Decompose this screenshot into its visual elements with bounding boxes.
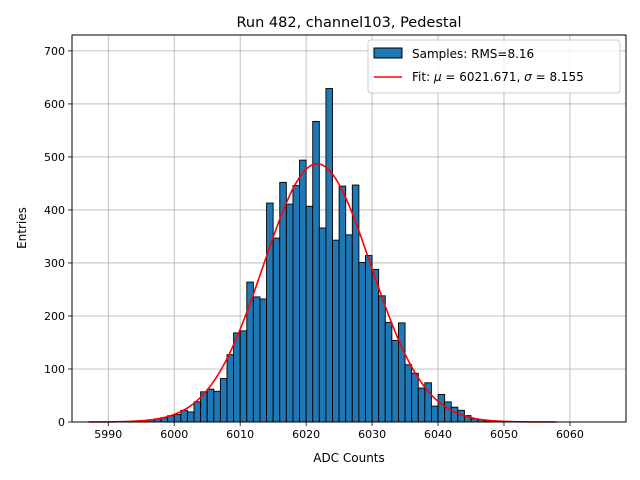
histogram-bar <box>252 296 261 423</box>
histogram-bar <box>437 393 446 423</box>
legend-sigma-symbol: σ <box>524 70 532 84</box>
histogram-bar <box>430 405 439 423</box>
histogram-bar <box>450 406 459 423</box>
y-tick-label: 100 <box>44 363 65 376</box>
x-tick-label: 6040 <box>424 428 452 441</box>
y-axis-ticks: 0 100 200 300 400 500 600 700 <box>44 45 72 429</box>
fit-curve <box>88 163 557 423</box>
histogram-bar <box>338 185 347 423</box>
histogram-bar <box>358 261 366 423</box>
histogram-bar <box>259 298 268 423</box>
histogram-bar <box>266 202 274 423</box>
histogram-bar <box>325 88 333 423</box>
x-tick-label: 6030 <box>358 428 386 441</box>
x-axis-label: ADC Counts <box>313 451 385 465</box>
histogram-bar <box>312 120 320 423</box>
histogram-bar <box>404 364 413 423</box>
y-tick-label: 600 <box>44 98 65 111</box>
histogram-bar <box>206 388 215 423</box>
histogram-bar <box>180 409 188 423</box>
histogram-bar <box>398 322 406 423</box>
x-tick-label: 6050 <box>490 428 518 441</box>
histogram-bar <box>332 239 340 423</box>
plot-frame <box>71 34 627 423</box>
histogram-bar <box>213 390 221 423</box>
legend: Samples: RMS=8.16 Fit: μ = 6021.671, σ =… <box>367 39 621 94</box>
histogram-bar <box>384 321 393 423</box>
histogram-bar <box>365 255 373 423</box>
legend-mu-symbol: μ <box>433 70 442 84</box>
histogram-bar <box>318 227 327 423</box>
histogram-bar <box>233 332 241 423</box>
histogram-bar <box>299 159 307 423</box>
histogram-bar <box>186 411 195 423</box>
histogram-bar <box>226 354 235 423</box>
histogram-bar <box>193 401 202 423</box>
histogram-bar <box>444 401 452 423</box>
legend-box <box>367 39 621 94</box>
histogram-bar <box>219 378 228 423</box>
histogram-bar <box>285 203 294 423</box>
histogram-bar <box>272 237 281 423</box>
legend-fit-mu-value: = 6021.671, <box>442 70 525 84</box>
histogram-bar <box>417 387 426 423</box>
legend-samples-swatch <box>373 47 403 59</box>
histogram-bar <box>411 372 419 423</box>
x-tick-label: 6020 <box>292 428 320 441</box>
histogram-bar <box>345 234 353 423</box>
legend-fit-sigma-value: = 8.155 <box>532 70 584 84</box>
y-tick-label: 200 <box>44 310 65 323</box>
y-tick-label: 400 <box>44 204 65 217</box>
legend-samples-label: Samples: RMS=8.16 <box>412 47 534 61</box>
y-tick-label: 500 <box>44 151 65 164</box>
histogram-bar <box>378 295 386 423</box>
x-tick-label: 6000 <box>160 428 188 441</box>
y-tick-label: 700 <box>44 45 65 58</box>
chart-title: Run 482, channel103, Pedestal <box>236 15 461 31</box>
y-tick-label: 0 <box>58 416 65 429</box>
x-axis-ticks: 5990 6000 6010 6020 6030 6040 6050 6060 <box>94 422 584 441</box>
x-tick-label: 6060 <box>556 428 584 441</box>
x-tick-label: 6010 <box>226 428 254 441</box>
histogram-bars <box>140 88 492 423</box>
histogram-bar <box>391 339 399 423</box>
y-tick-label: 300 <box>44 257 65 270</box>
x-tick-label: 5990 <box>94 428 122 441</box>
histogram-bar <box>292 185 300 423</box>
histogram-bar <box>239 330 248 423</box>
legend-fit-prefix: Fit: <box>412 70 434 84</box>
legend-fit-label: Fit: μ = 6021.671, σ = 8.155 <box>412 70 584 84</box>
histogram-bar <box>305 205 314 423</box>
histogram-bar <box>173 414 182 423</box>
y-axis-label: Entries <box>15 207 29 249</box>
histogram-bar <box>371 268 380 423</box>
